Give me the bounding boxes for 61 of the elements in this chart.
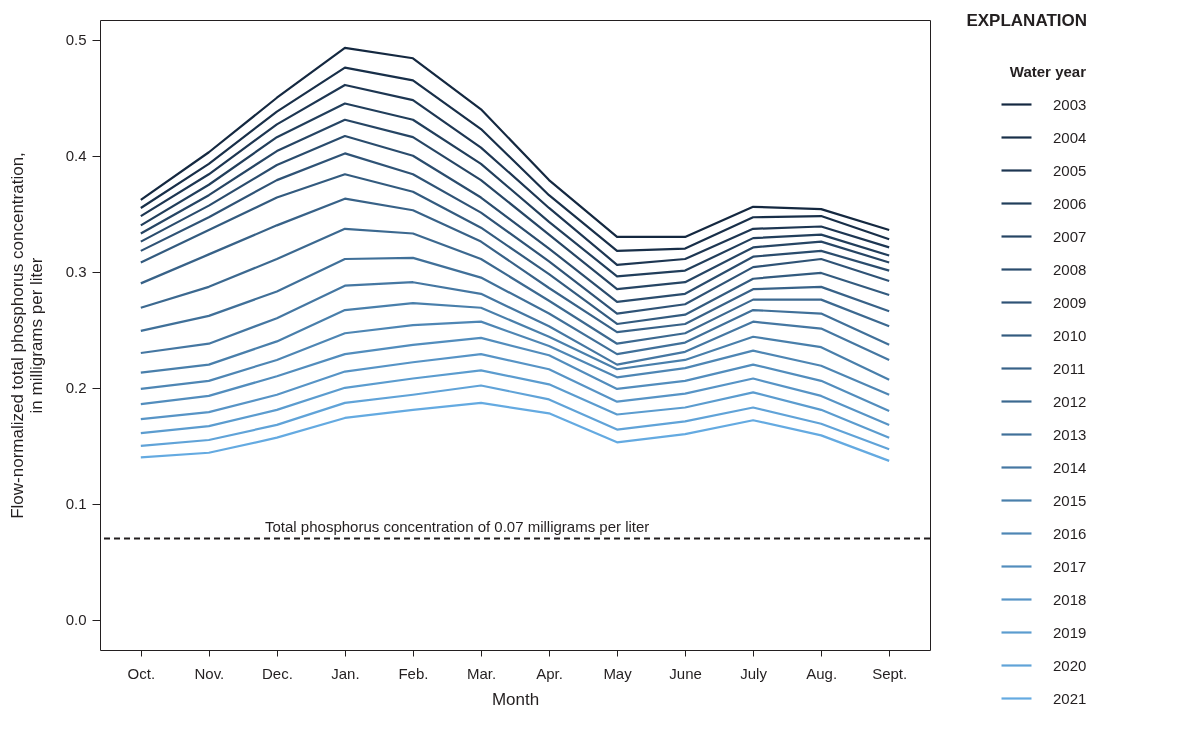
legend-label: 2016 <box>1053 524 1087 542</box>
legend-title: Water year <box>1009 63 1087 80</box>
y-tick-label: 0.4 <box>65 147 87 165</box>
line-series <box>139 353 891 427</box>
legend-label: 2011 <box>1053 359 1086 377</box>
legend-label: 2014 <box>1053 458 1087 476</box>
x-tick-label: Nov. <box>194 664 225 682</box>
line-series <box>139 301 891 381</box>
line-series <box>139 401 891 462</box>
line-series <box>139 369 891 439</box>
text: EXPLANATION <box>966 11 1087 30</box>
line-series <box>139 134 891 304</box>
line-series <box>139 152 891 315</box>
legend-label: 2010 <box>1053 326 1087 344</box>
ref-line-label: Total phosphorus concentration of 0.07 milligrams per liter <box>265 517 650 535</box>
x-tick-label: Oct. <box>127 664 156 682</box>
line-series <box>139 227 891 345</box>
y-tick-label: 0.5 <box>65 31 87 49</box>
line-series <box>139 256 891 356</box>
legend-label: 2015 <box>1053 491 1087 509</box>
legend-label: 2009 <box>1053 293 1087 311</box>
x-tick-label: May <box>603 664 633 682</box>
x-tick-label: July <box>740 664 768 682</box>
legend-label: 2008 <box>1053 260 1087 278</box>
y-axis-title: Flow-normalized total phosphorus concentration, in milligrams per liter <box>7 152 46 519</box>
y-tick-label: 0.3 <box>65 263 87 281</box>
line-series <box>139 197 891 334</box>
y-tick-label: 0.0 <box>65 611 87 629</box>
line-series <box>139 384 891 451</box>
y-tick-label: 0.1 <box>65 495 87 513</box>
legend-label: 2004 <box>1053 128 1087 146</box>
x-tick-label: Feb. <box>398 664 429 682</box>
legend-label: 2017 <box>1053 557 1087 575</box>
x-tick-label: Mar. <box>466 664 497 682</box>
line-series <box>139 83 891 266</box>
line-series <box>139 173 891 326</box>
legend-label: 2019 <box>1053 623 1087 641</box>
line-series <box>139 102 891 278</box>
x-tick-label: Aug. <box>806 664 838 682</box>
legend-label: 2018 <box>1053 590 1087 608</box>
x-tick-label: June <box>669 664 702 682</box>
line-series <box>139 281 891 366</box>
x-axis-title: Month <box>491 689 540 709</box>
x-tick-label: Jan. <box>331 664 360 682</box>
legend-label: 2005 <box>1053 161 1087 179</box>
x-tick-label: Dec. <box>261 664 293 682</box>
line-series <box>139 66 891 252</box>
legend-label: 2003 <box>1053 95 1087 113</box>
x-tick-label: Sept. <box>872 664 908 682</box>
legend-label: 2020 <box>1053 656 1087 674</box>
legend-label: 2007 <box>1053 227 1087 245</box>
y-tick-label: 0.2 <box>65 379 87 397</box>
line-series <box>139 336 891 413</box>
line-series <box>139 46 891 239</box>
legend-label: 2021 <box>1053 689 1087 707</box>
legend-label: 2012 <box>1053 392 1087 410</box>
line-series <box>139 118 891 291</box>
legend-label: 2006 <box>1053 194 1087 212</box>
legend-label: 2013 <box>1053 425 1087 443</box>
x-tick-label: Apr. <box>536 664 563 682</box>
line-series <box>139 320 891 396</box>
